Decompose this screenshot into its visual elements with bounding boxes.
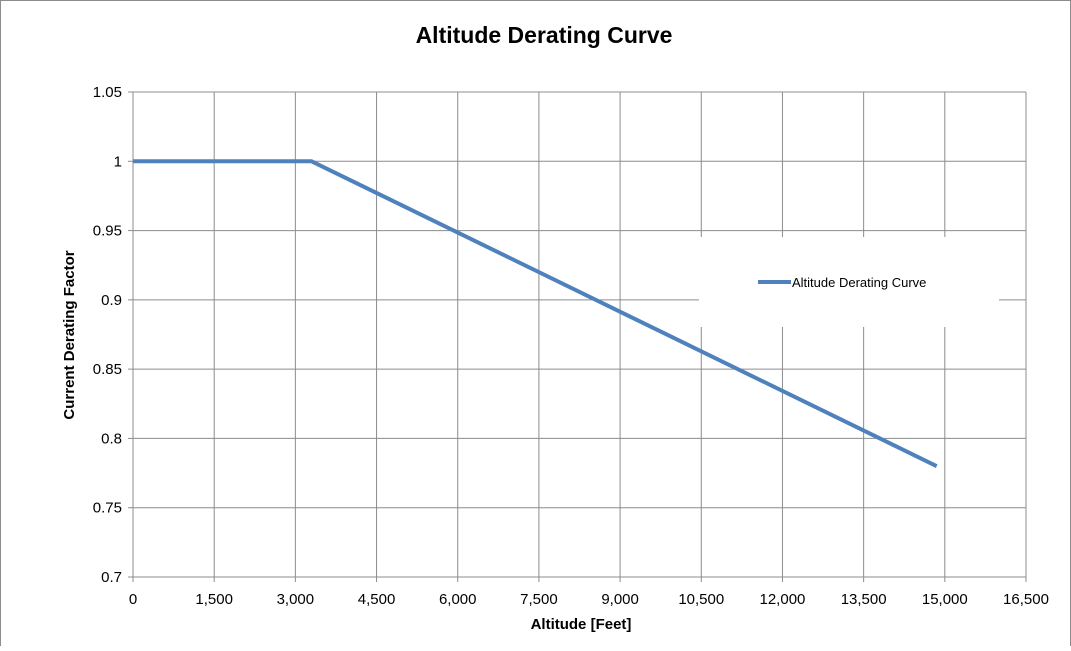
x-tick-label: 10,500: [678, 591, 724, 608]
y-axis-title: Current Derating Factor: [61, 250, 78, 419]
x-tick-label: 16,500: [1003, 591, 1049, 608]
x-tick-label: 6,000: [439, 591, 477, 608]
x-tick-label: 13,500: [841, 591, 887, 608]
x-tick-label: 7,500: [520, 591, 558, 608]
y-tick-label: 0.75: [93, 500, 122, 517]
y-tick-label: 0.8: [101, 430, 122, 447]
x-tick-label: 12,000: [760, 591, 806, 608]
series-layer: [133, 159, 938, 468]
x-tick-label: 3,000: [277, 591, 315, 608]
y-tick-label: 1: [114, 153, 122, 170]
x-axis-title: Altitude [Feet]: [531, 616, 632, 633]
y-tick-label: 1.05: [93, 84, 122, 101]
grid-lines: [133, 91, 1027, 577]
x-tick-label: 0: [129, 591, 137, 608]
y-tick-label: 0.85: [93, 361, 122, 378]
y-tick-label: 0.7: [101, 569, 122, 586]
tick-labels: 0.7 0.75 0.8 0.85 0.9 0.95 1 1.05 0 1,500 3,000 4,5…: [93, 84, 1049, 608]
x-tick-label: 4,500: [358, 591, 396, 608]
legend: Altitude Derating Curve: [699, 237, 999, 327]
legend-label-altitude-derating-curve: Altitude Derating Curve: [792, 275, 926, 290]
x-tick-label: 1,500: [195, 591, 233, 608]
y-tick-label: 0.9: [101, 292, 122, 309]
x-tick-label: 15,000: [922, 591, 968, 608]
legend-background: [699, 237, 999, 327]
chart-title: Altitude Derating Curve: [416, 22, 673, 48]
y-tick-label: 0.95: [93, 223, 122, 240]
series-line-altitude-derating-curve: [133, 159, 938, 468]
x-tick-label: 9,000: [601, 591, 639, 608]
axes: [128, 91, 1027, 582]
